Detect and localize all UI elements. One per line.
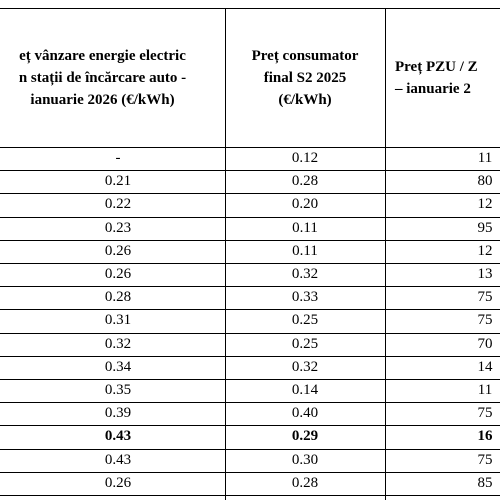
- table-cell: 0.11: [292, 219, 318, 236]
- table-cell: 85: [477, 474, 493, 491]
- table-cell: 0.21: [104, 173, 132, 190]
- table-cell: 11: [477, 382, 493, 398]
- row-border: [0, 193, 500, 194]
- table-cell: 0.31: [104, 312, 132, 329]
- header-text: ianuarie 2026 (€/kWh): [30, 92, 175, 108]
- border: [0, 8, 500, 9]
- table-cell: 0.34: [104, 358, 132, 375]
- table-cell: 14: [477, 358, 493, 375]
- header-text: Preț PZU / Z: [395, 59, 478, 75]
- table-cell: 0.43: [104, 428, 132, 445]
- table-cell: 0.33: [291, 289, 319, 306]
- table-cell: 0.23: [104, 219, 132, 236]
- table-cell: 0.32: [291, 358, 319, 375]
- table-cell: 12: [477, 242, 493, 259]
- table-cell: 0.35: [104, 382, 132, 398]
- table-cell: 0.25: [291, 335, 319, 352]
- table-cell: 75: [477, 451, 493, 468]
- header-text: (€/kWh): [278, 92, 332, 108]
- table-cell: 0.29: [291, 428, 319, 445]
- table-cell: 0.28: [104, 289, 132, 306]
- header-text: final S2 2025: [263, 70, 347, 86]
- table-cell: -: [115, 150, 121, 166]
- table-cell: 80: [477, 173, 493, 190]
- table-cell: 0.30: [291, 451, 319, 468]
- table-cell: 0.28: [291, 474, 319, 491]
- table-cell: 0.26: [104, 266, 132, 282]
- header-text: – ianuarie 2: [395, 81, 471, 97]
- column-border: [225, 8, 226, 500]
- table-cell: 0.11: [292, 242, 318, 259]
- table-cell: 0.12: [291, 150, 319, 166]
- table-cell: 0.26: [104, 474, 132, 491]
- table-cell: 0.22: [104, 196, 132, 213]
- row-border: [0, 356, 500, 357]
- table-cell: 12: [477, 196, 493, 213]
- row-border: [0, 449, 500, 450]
- border: [0, 147, 500, 148]
- table-cell: 75: [477, 405, 493, 422]
- row-border: [0, 217, 500, 218]
- row-border: [0, 170, 500, 171]
- table-cell: 95: [477, 219, 493, 236]
- table-cell: 70: [477, 335, 493, 352]
- table-cell: 0.28: [291, 173, 319, 190]
- table-cell: 0.32: [104, 335, 132, 352]
- table-cell: 0.26: [104, 242, 132, 259]
- row-border: [0, 472, 500, 473]
- header-text: eț vânzare energie electric: [19, 48, 186, 64]
- table-cell: 0.25: [291, 312, 319, 329]
- table-cell: 0.20: [291, 196, 319, 213]
- table-cell: 11: [477, 150, 493, 166]
- row-border: [0, 425, 500, 426]
- table-cell: 75: [477, 312, 493, 329]
- row-border: [0, 309, 500, 310]
- table-cell: 0.32: [291, 266, 319, 282]
- row-border: [0, 240, 500, 241]
- row-border: [0, 495, 500, 496]
- table-cell: 0.40: [291, 405, 319, 422]
- table-cell: 0.39: [104, 405, 132, 422]
- row-border: [0, 263, 500, 264]
- row-border: [0, 286, 500, 287]
- row-border: [0, 379, 500, 380]
- column-border: [385, 8, 386, 500]
- table-cell: 75: [477, 289, 493, 306]
- row-border: [0, 402, 500, 403]
- header-text: Preț consumator: [251, 48, 359, 64]
- row-border: [0, 333, 500, 334]
- table-cell: 0.43: [104, 451, 132, 468]
- table-cell: 13: [477, 266, 493, 282]
- table-cell: 0.14: [291, 382, 319, 398]
- header-text: n stații de încărcare auto -: [18, 70, 187, 86]
- table-cell: 16: [477, 428, 493, 445]
